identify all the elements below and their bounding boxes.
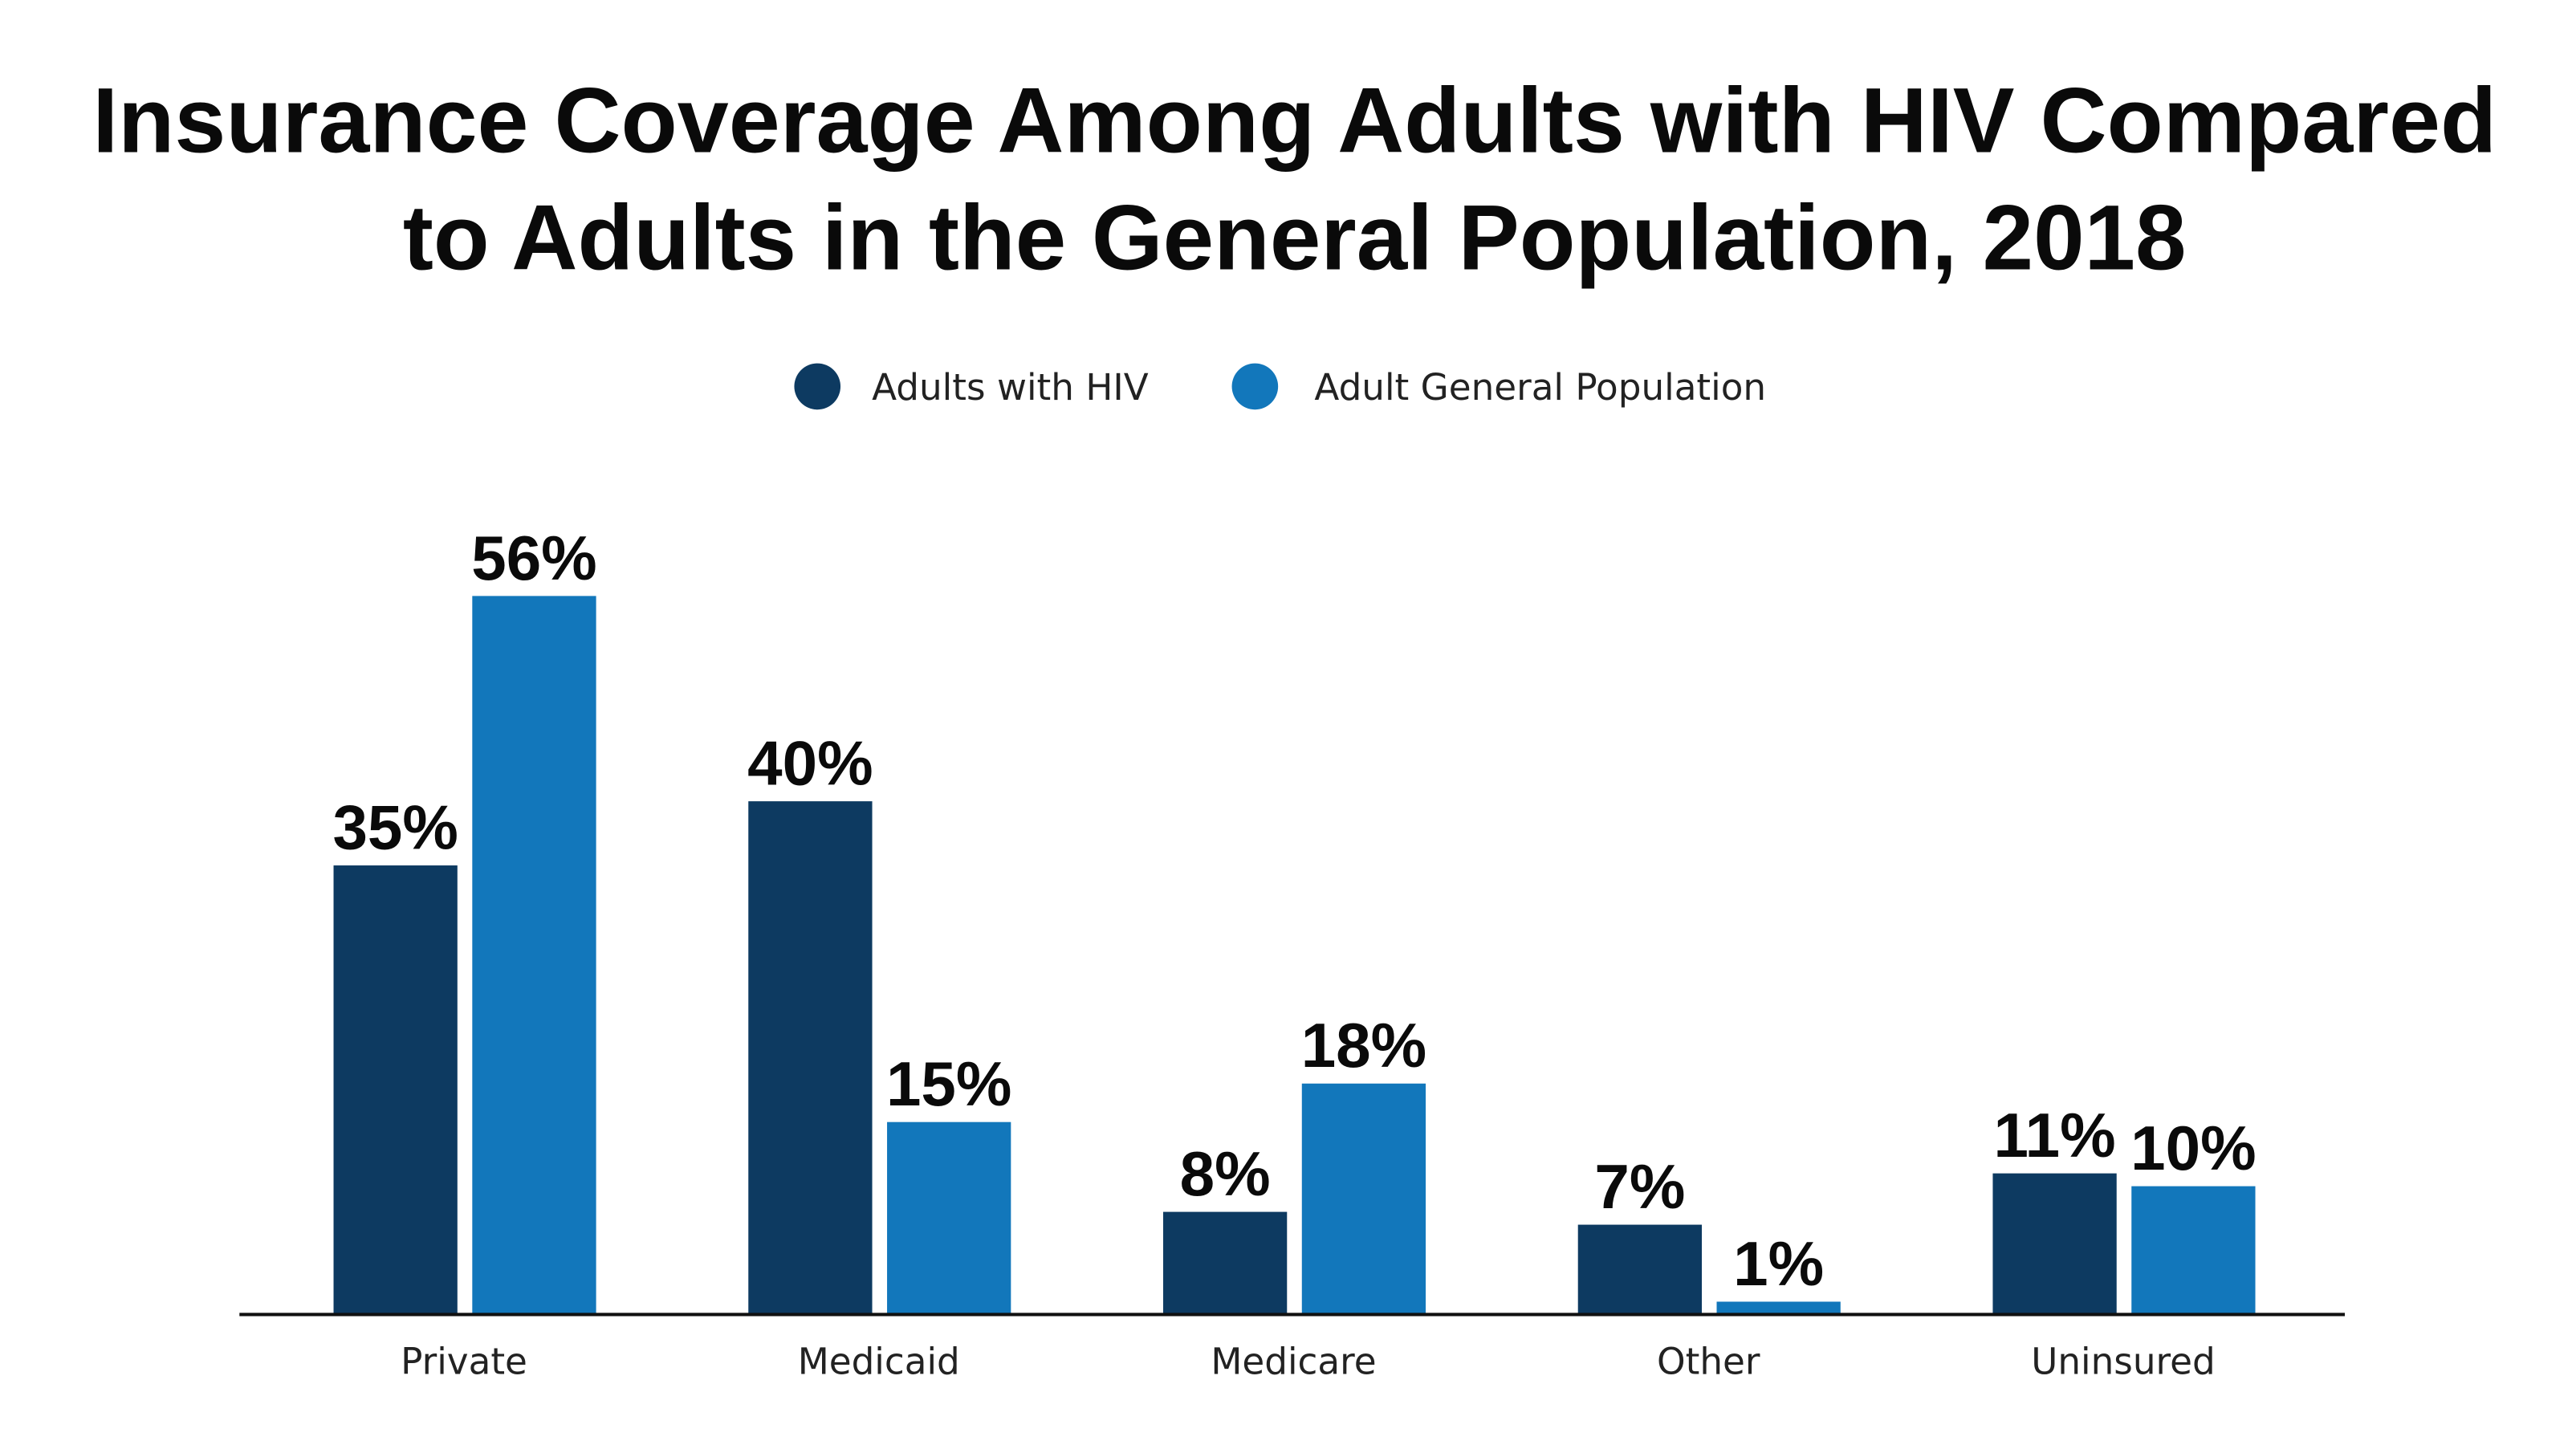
chart-title-line-2: to Adults in the General Population, 201… — [403, 186, 2187, 289]
legend: Adults with HIV Adult General Population — [794, 363, 1766, 410]
x-tick-label: Medicare — [1211, 1341, 1376, 1383]
x-tick-label: Medicaid — [798, 1341, 960, 1383]
data-label: 40% — [747, 728, 873, 799]
data-label: 8% — [1180, 1138, 1271, 1209]
chart-title-line-1: Insurance Coverage Among Adults with HIV… — [92, 69, 2497, 172]
bar-medicare-hiv — [1162, 1211, 1288, 1315]
bar-medicaid-hiv — [748, 801, 873, 1315]
bars: 35% 56% 40% 15% 8% 18% 7% 1% 11% 10% — [332, 523, 2257, 1315]
legend-label-general: Adult General Population — [1314, 366, 1766, 409]
legend-label-hiv: Adults with HIV — [872, 366, 1149, 409]
legend-marker-hiv — [794, 363, 841, 410]
data-label: 18% — [1301, 1010, 1426, 1081]
data-label: 10% — [2130, 1113, 2256, 1183]
data-label: 35% — [332, 792, 458, 862]
data-label: 1% — [1733, 1228, 1824, 1299]
bar-medicare-general — [1301, 1083, 1426, 1315]
data-label: 7% — [1594, 1151, 1685, 1222]
category-labels: Private Medicaid Medicare Other Uninsured — [401, 1341, 2216, 1383]
bar-medicaid-general — [887, 1121, 1011, 1315]
data-label: 15% — [886, 1048, 1011, 1119]
bar-private-general — [472, 596, 596, 1315]
x-tick-label: Uninsured — [2031, 1341, 2215, 1383]
bar-uninsured-general — [2131, 1186, 2256, 1315]
x-tick-label: Private — [401, 1341, 527, 1383]
legend-marker-general — [1231, 363, 1279, 410]
bar-uninsured-hiv — [1992, 1173, 2117, 1315]
bar-other-hiv — [1577, 1224, 1702, 1315]
data-label: 56% — [471, 523, 596, 593]
bar-private-hiv — [333, 865, 458, 1315]
data-label: 11% — [1994, 1100, 2116, 1170]
bar-other-general — [1716, 1301, 1841, 1315]
x-tick-label: Other — [1657, 1341, 1760, 1383]
